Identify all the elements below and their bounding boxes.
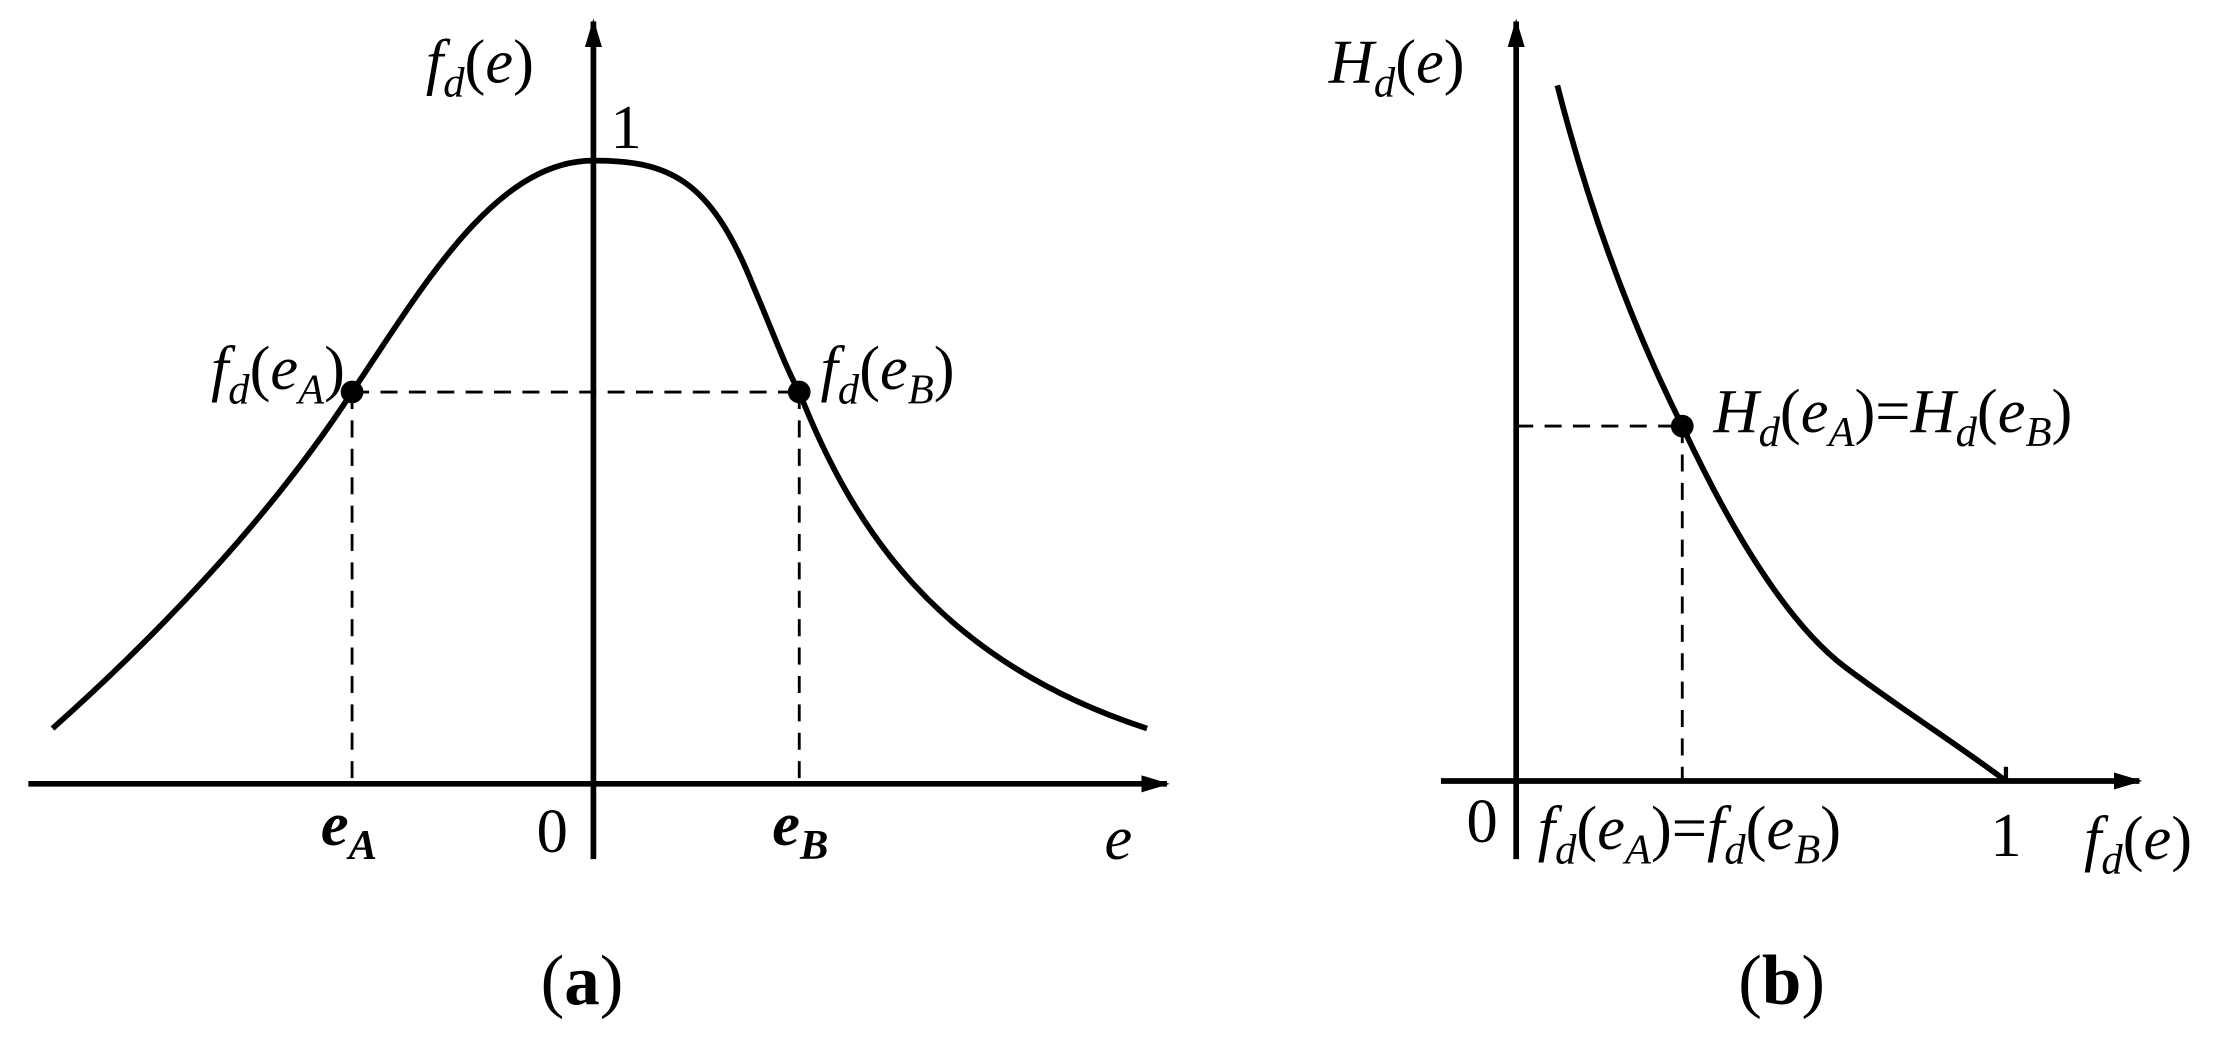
- label-text: e: [880, 333, 908, 403]
- label-text: 0: [1466, 786, 1497, 856]
- label-text: e: [321, 789, 349, 859]
- label-text: a: [564, 942, 599, 1020]
- subscript: A: [1825, 409, 1855, 456]
- point-label: fd(eA): [211, 333, 345, 413]
- point: [1670, 414, 1694, 438]
- tick-label: 1: [1990, 800, 2021, 870]
- label-text: e: [1104, 803, 1132, 873]
- label-text: b: [1762, 942, 1801, 1020]
- label-text: (: [1738, 942, 1762, 1020]
- subscript: B: [799, 822, 828, 869]
- curve: [50, 157, 1148, 732]
- subscript: B: [2025, 409, 2051, 456]
- subscript: A: [1622, 826, 1652, 873]
- label-text: (: [1395, 27, 1416, 97]
- subscript: d: [443, 60, 465, 107]
- caption: (b): [1738, 942, 1825, 1020]
- label-text: e: [485, 27, 513, 97]
- label-text: (: [541, 942, 565, 1020]
- label-text: e: [1766, 793, 1794, 863]
- origin-label: 0: [537, 796, 568, 866]
- label-text: (: [1746, 793, 1767, 863]
- label-text: H: [1713, 376, 1762, 446]
- label-text: )=: [1651, 793, 1707, 863]
- point-label: fd(eB): [821, 333, 955, 413]
- panel-b: Hd(e) Hd(eA)=Hd(eB) 0 fd(eA)=fd(eB) 1 fd…: [1328, 18, 2192, 1020]
- label-text: (: [250, 333, 271, 403]
- tick-label: 1: [610, 92, 641, 162]
- label-text: H: [1910, 376, 1959, 446]
- label-text: e: [270, 333, 298, 403]
- subscript: d: [2101, 836, 2123, 883]
- label-text: e: [1998, 376, 2026, 446]
- subscript: B: [908, 366, 934, 413]
- subscript: d: [1759, 409, 1781, 456]
- label-text: ): [1444, 27, 1465, 97]
- label-text: e: [1416, 27, 1444, 97]
- label-text: e: [772, 789, 800, 859]
- subscript: d: [228, 366, 250, 413]
- panel-a: fd(e) 1 fd(eA) fd(eB) eA 0 eB e (a): [28, 18, 1170, 1020]
- label-text: 1: [610, 92, 641, 162]
- label-text: (: [1576, 793, 1597, 863]
- subscript: d: [1724, 826, 1746, 873]
- origin-label: 0: [1466, 786, 1497, 856]
- label-text: e: [1801, 376, 1829, 446]
- label-text: ): [2051, 376, 2072, 446]
- label-text: e: [1597, 793, 1625, 863]
- axis-label: fd(eA)=fd(eB): [1538, 793, 1841, 873]
- label-text: ): [1801, 942, 1825, 1020]
- label-text: ): [600, 942, 624, 1020]
- label-text: (: [859, 333, 880, 403]
- label-text: ): [1820, 793, 1841, 863]
- label-text: ): [513, 27, 534, 97]
- subscript: A: [346, 822, 377, 869]
- point: [340, 380, 364, 404]
- label-text: ): [2171, 803, 2192, 873]
- subscript: d: [838, 366, 860, 413]
- subscript: B: [1794, 826, 1820, 873]
- axis-label: eA: [321, 789, 377, 869]
- label-text: )=: [1854, 376, 1910, 446]
- label-text: ): [324, 333, 345, 403]
- axis-label: eB: [772, 789, 828, 869]
- subscript: d: [1555, 826, 1577, 873]
- label-text: e: [2144, 803, 2172, 873]
- subscript: A: [295, 366, 325, 413]
- guide-lines: [1516, 424, 1684, 782]
- label-text: (: [2123, 803, 2144, 873]
- curve: [1554, 84, 2008, 784]
- axis-title: e: [1104, 803, 1132, 873]
- label-text: (: [1977, 376, 1998, 446]
- label-text: 0: [537, 796, 568, 866]
- axis-title: fd(e): [2084, 803, 2192, 883]
- axis-title: Hd(e): [1328, 27, 1465, 107]
- label-text: H: [1328, 27, 1377, 97]
- guide-lines: [350, 390, 801, 784]
- caption: (a): [541, 942, 624, 1020]
- point: [787, 380, 811, 404]
- axis-title: fd(e): [426, 27, 534, 107]
- label-text: 1: [1990, 800, 2021, 870]
- subscript: d: [1374, 60, 1396, 107]
- point-label: Hd(eA)=Hd(eB): [1713, 376, 2073, 456]
- label-text: (: [465, 27, 486, 97]
- label-text: (: [1780, 376, 1801, 446]
- label-text: ): [934, 333, 955, 403]
- subscript: d: [1956, 409, 1978, 456]
